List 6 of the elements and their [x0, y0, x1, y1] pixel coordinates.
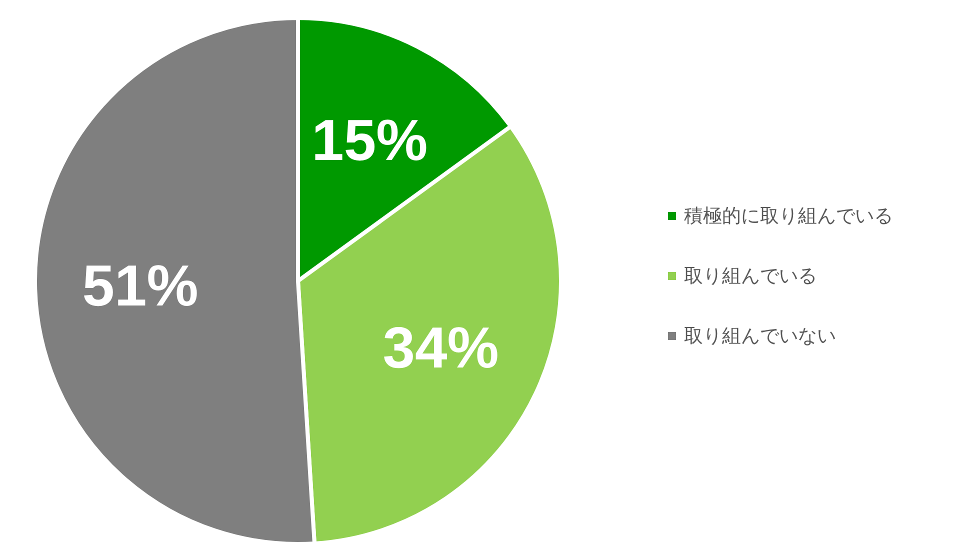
data-label: 15% — [312, 108, 428, 173]
data-label: 51% — [82, 253, 198, 318]
legend-label: 取り組んでいない — [684, 325, 836, 347]
legend-label: 取り組んでいる — [684, 265, 817, 287]
data-label: 34% — [382, 316, 499, 381]
legend-label: 積極的に取り組んでいる — [684, 205, 893, 227]
